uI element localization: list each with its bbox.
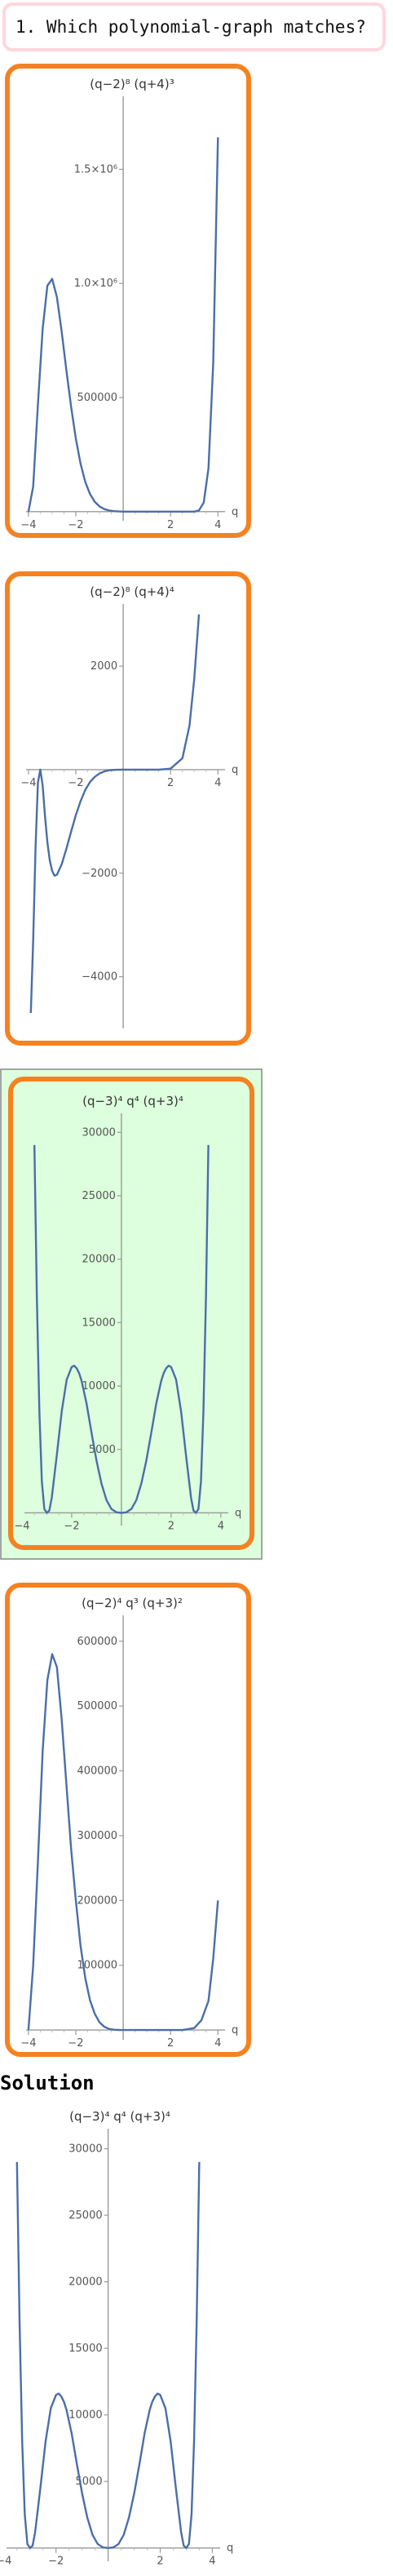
plot-title: (q−2)⁸ (q+4)⁴ [90,584,174,599]
y-tick-label: 15000 [82,1317,116,1329]
x-tick-label: −2 [68,519,83,531]
choice-frame [7,1585,249,2054]
x-tick-label: 4 [214,519,221,531]
y-tick-label: 20000 [82,1254,116,1266]
choice-3-svg: (q−3)⁴ q⁴ (q+3)⁴ −4 −2 2 4q 5000 10000 15000 200… [0,1068,263,1560]
solution-heading: Solution [0,2072,95,2094]
y-tick-label: 500000 [77,392,117,404]
plot-title: (q−3)⁴ q⁴ (q+3)⁴ [82,1094,183,1108]
solution-svg: (q−3)⁴ q⁴ (q+3)⁴−4 −2 2 4q50001000015000200… [0,2096,245,2576]
y-tick-label: 5000 [89,1444,116,1456]
x-tick-label: 4 [209,2556,215,2568]
x-tick-label: −2 [68,777,83,789]
answer-choice-3[interactable]: (q−3)⁴ q⁴ (q+3)⁴ −4 −2 2 4 q 5000 10000 15000 200… [0,1068,263,1560]
x-tick-label: −4 [20,2037,36,2050]
answer-choice-2[interactable]: (q−2)⁸ (q+4)⁴ −4 −2 2 4 q −4000 −2000 2000 [5,571,251,1046]
x-tick-label: −4 [14,1520,29,1532]
x-tick-label: −2 [68,2037,83,2050]
plot-title: (q−3)⁴ q⁴ (q+3)⁴ [69,2109,170,2124]
x-tick-label: 2 [167,2037,174,2050]
x-axis-label: q [232,506,238,518]
choice-2-svg: (q−2)⁸ (q+4)⁴ −4 −2 2 4q −4000 −2000 2000 [5,571,251,1046]
question-box: 1. Which polynomial-graph matches? [2,2,386,51]
x-tick-label: −4 [20,777,36,789]
x-tick-label: 2 [167,519,174,531]
choice-4-svg: (q−2)⁴ q³ (q+3)²−4 −2 2 4q10000020000030000… [5,1583,251,2058]
choice-1-svg: (q−2)⁸ (q+4)³ −4 −2 2 4q 500000 1.0×10⁶ 1.5×10⁶ [5,64,251,539]
x-tick-label: −2 [64,1520,79,1532]
y-tick-label: 25000 [68,2210,102,2222]
y-tick-label: 1.5×10⁶ [74,163,117,175]
x-tick-label: −4 [20,519,36,531]
x-tick-label: 2 [167,777,174,789]
x-axis-label: q [235,1507,241,1519]
y-tick-label: 200000 [77,1894,117,1907]
x-tick-label: 4 [218,1520,224,1532]
choice-frame [7,66,249,535]
y-tick-label: 2000 [91,660,117,673]
y-tick-label: 300000 [77,1830,117,1842]
y-tick-label: 10000 [68,2409,102,2422]
y-tick-label: 600000 [77,1636,117,1648]
y-tick-label: −2000 [82,868,117,880]
x-axis-label: q [227,2543,233,2555]
x-tick-label: 4 [214,777,221,789]
answer-choice-1[interactable]: (q−2)⁸ (q+4)³ −4 −2 2 4 q 500000 1.0×10⁶ 1.5×10⁶ [5,64,251,539]
x-tick-label: 2 [168,1520,174,1532]
solution-plot: (q−3)⁴ q⁴ (q+3)⁴ −4 −2 2 4 q 5000 10000 15000 200… [0,2096,245,2576]
y-tick-label: 25000 [82,1190,116,1202]
x-axis-label: q [232,764,238,776]
y-tick-label: 10000 [82,1380,116,1392]
x-tick-label: −4 [0,2556,11,2568]
plot-title: (q−2)⁸ (q+4)³ [90,77,174,91]
choice-frame [11,1079,252,1548]
x-tick-label: 2 [157,2556,163,2568]
y-tick-label: 400000 [77,1765,117,1778]
y-tick-label: −4000 [82,971,117,984]
plot-title: (q−2)⁴ q³ (q+3)² [82,1596,183,1610]
x-tick-label: 4 [214,2037,221,2050]
answer-choice-4[interactable]: (q−2)⁴ q³ (q+3)² −4 −2 2 4 q 100000 200000 30000… [5,1583,251,2058]
y-tick-label: 30000 [82,1126,116,1139]
x-tick-label: −2 [48,2556,64,2568]
x-axis-label: q [232,2024,238,2036]
y-tick-label: 30000 [68,2143,102,2155]
y-tick-label: 500000 [77,1700,117,1712]
y-tick-label: 15000 [68,2343,102,2355]
y-tick-label: 20000 [68,2276,102,2289]
y-tick-label: 1.0×10⁶ [74,278,117,290]
question-text: 1. Which polynomial-graph matches? [15,17,366,37]
